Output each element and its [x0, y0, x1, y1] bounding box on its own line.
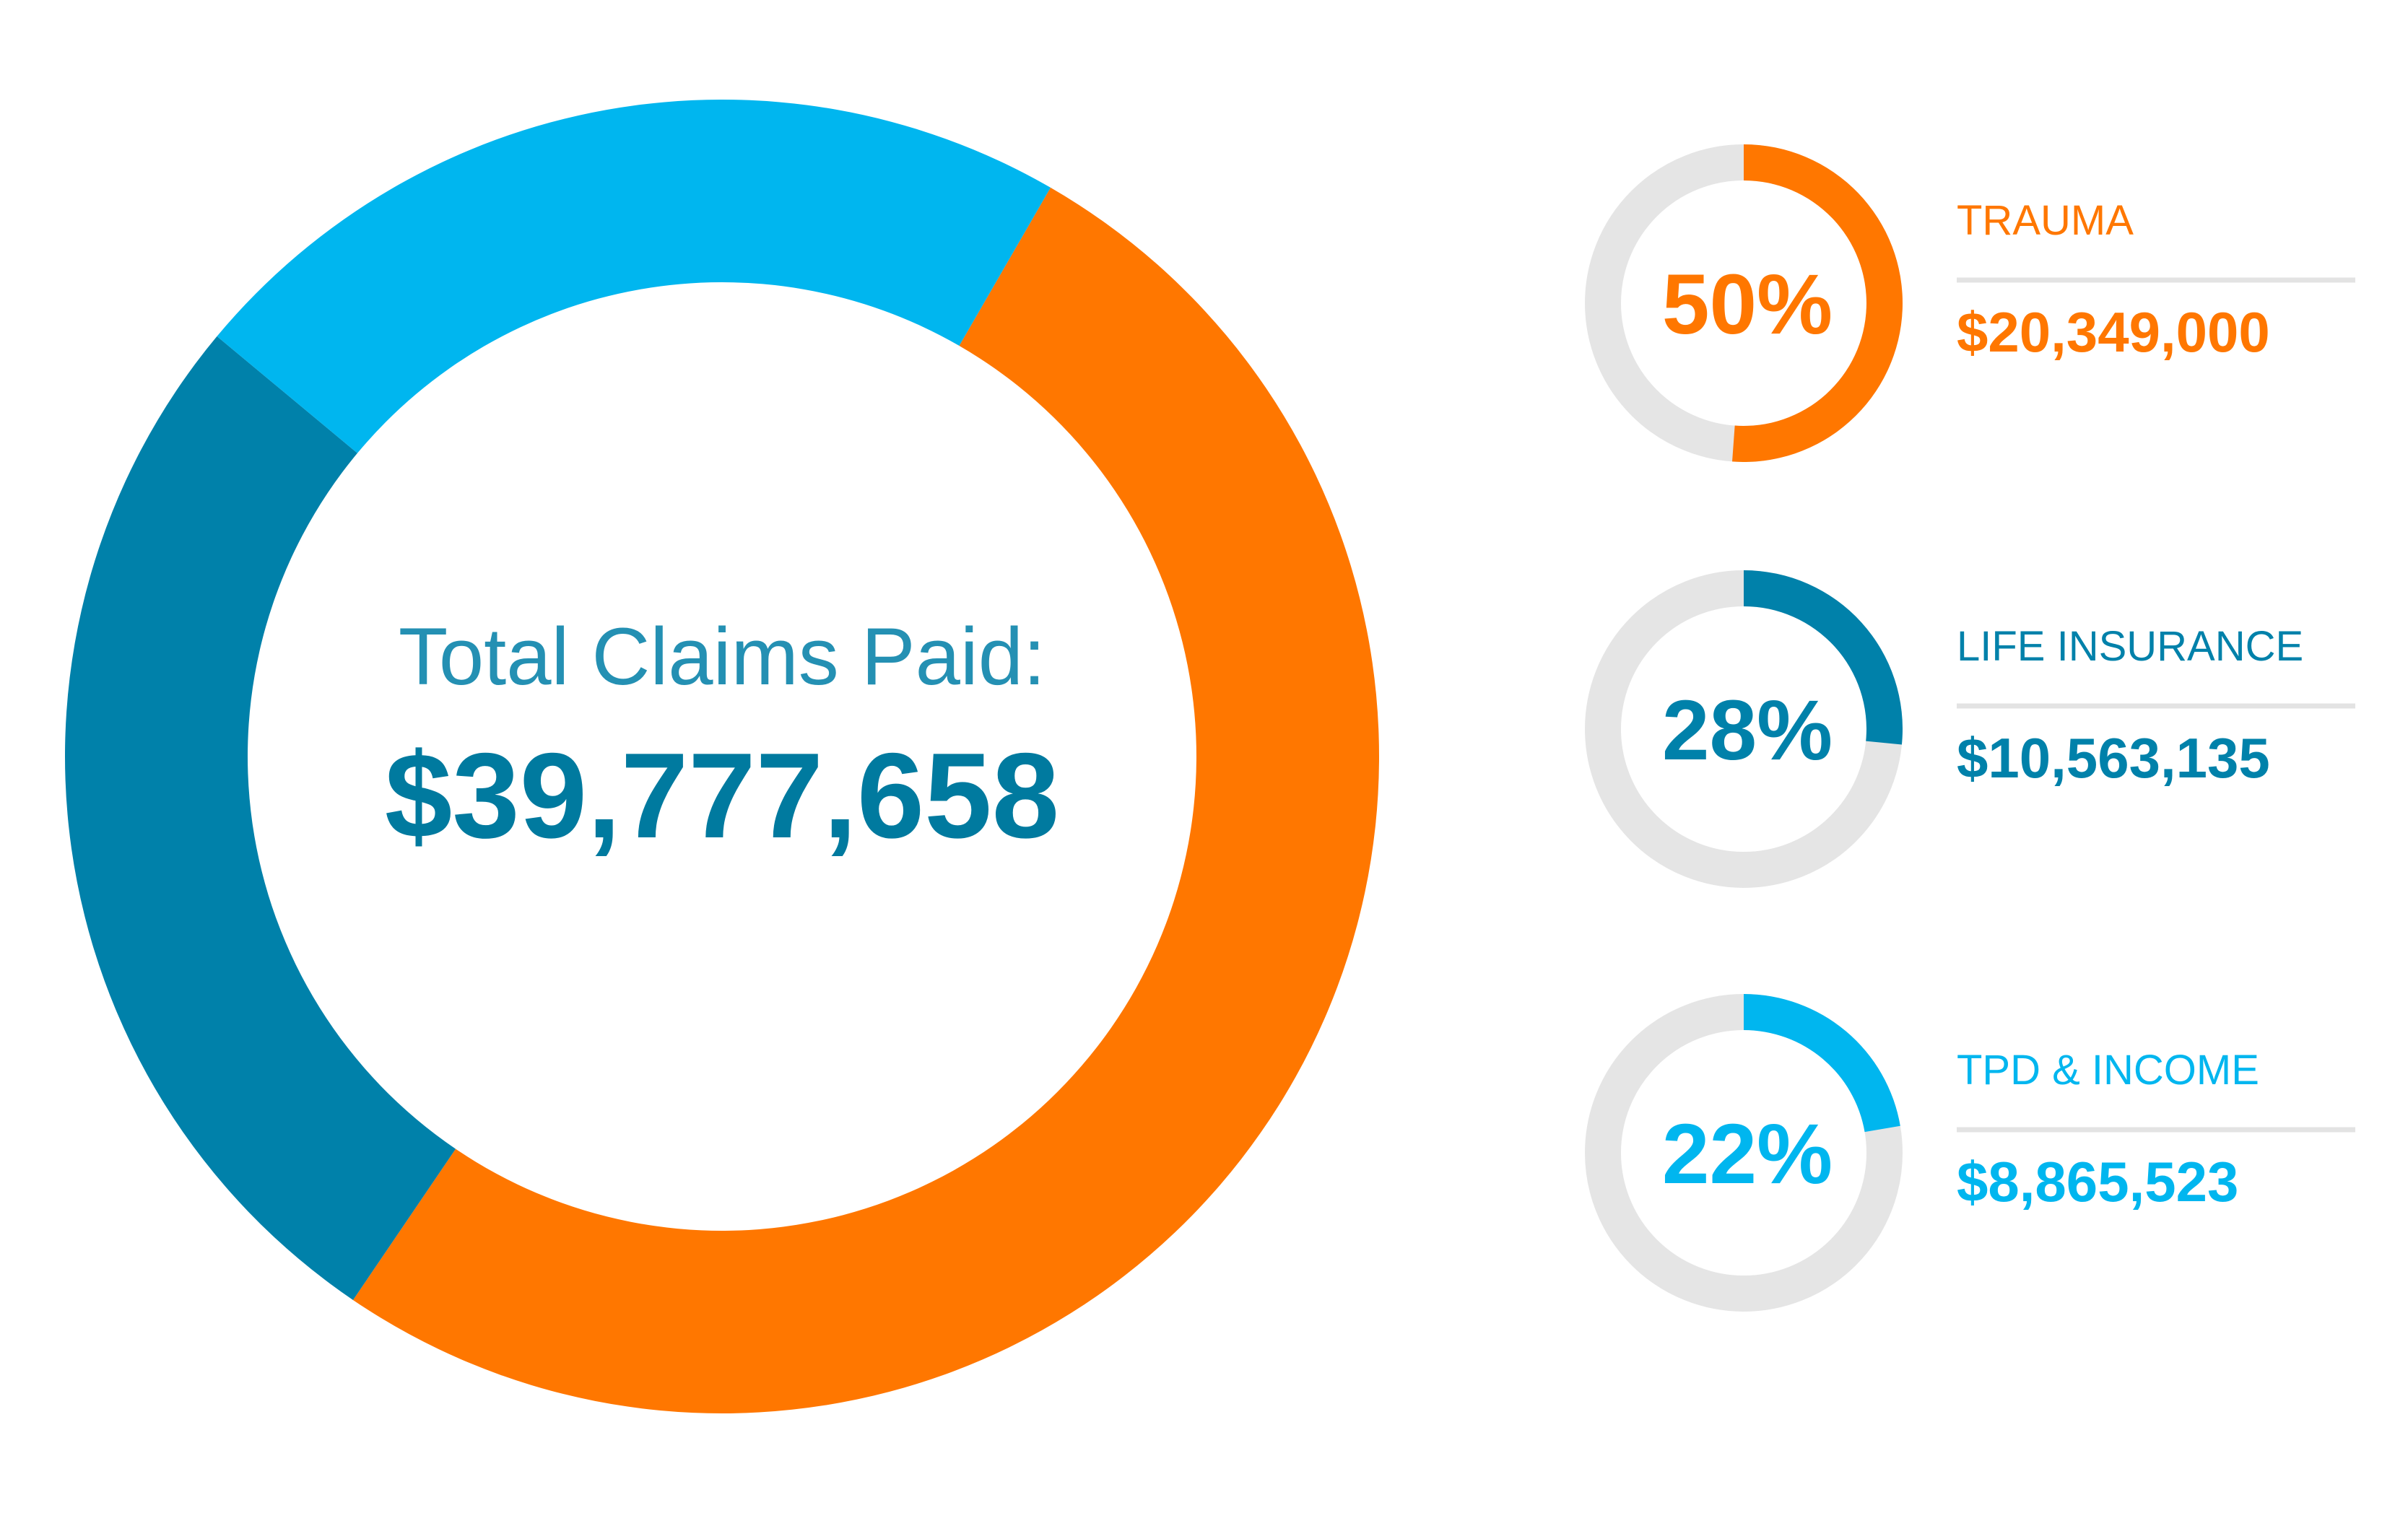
main-slice-life-insurance — [65, 336, 456, 1300]
amount-label: $8,865,523 — [1957, 1150, 2238, 1213]
stat-card-trauma: 50% TRAUMA $20,349,000 — [1585, 144, 2355, 462]
main-slice-trauma — [352, 187, 1380, 1413]
percent-label: 50% — [1662, 257, 1833, 352]
stat-card-tpd-income: 22% TPD & INCOME $8,865,523 — [1585, 994, 2355, 1312]
mini-donut-arc — [1732, 144, 1903, 462]
main-donut-chart — [65, 99, 1380, 1413]
mini-donut-arc — [1744, 570, 1903, 745]
percent-label: 22% — [1662, 1107, 1833, 1202]
category-label: TRAUMA — [1957, 197, 2134, 244]
center-label: Total Claims Paid: — [399, 611, 1046, 702]
center-value: $39,777,658 — [385, 728, 1059, 863]
amount-label: $10,563,135 — [1957, 726, 2270, 790]
mini-donut-arc — [1744, 994, 1900, 1133]
percent-label: 28% — [1662, 683, 1833, 778]
stat-card-life-insurance: 28% LIFE INSURANCE $10,563,135 — [1585, 570, 2355, 888]
main-slice-tpd-income — [217, 99, 1051, 453]
stat-cards: 50% TRAUMA $20,349,000 28% LIFE INSURANCE $10… — [1585, 144, 2355, 1312]
amount-label: $20,349,000 — [1957, 300, 2270, 364]
category-label: TPD & INCOME — [1957, 1047, 2259, 1094]
category-label: LIFE INSURANCE — [1957, 623, 2303, 670]
